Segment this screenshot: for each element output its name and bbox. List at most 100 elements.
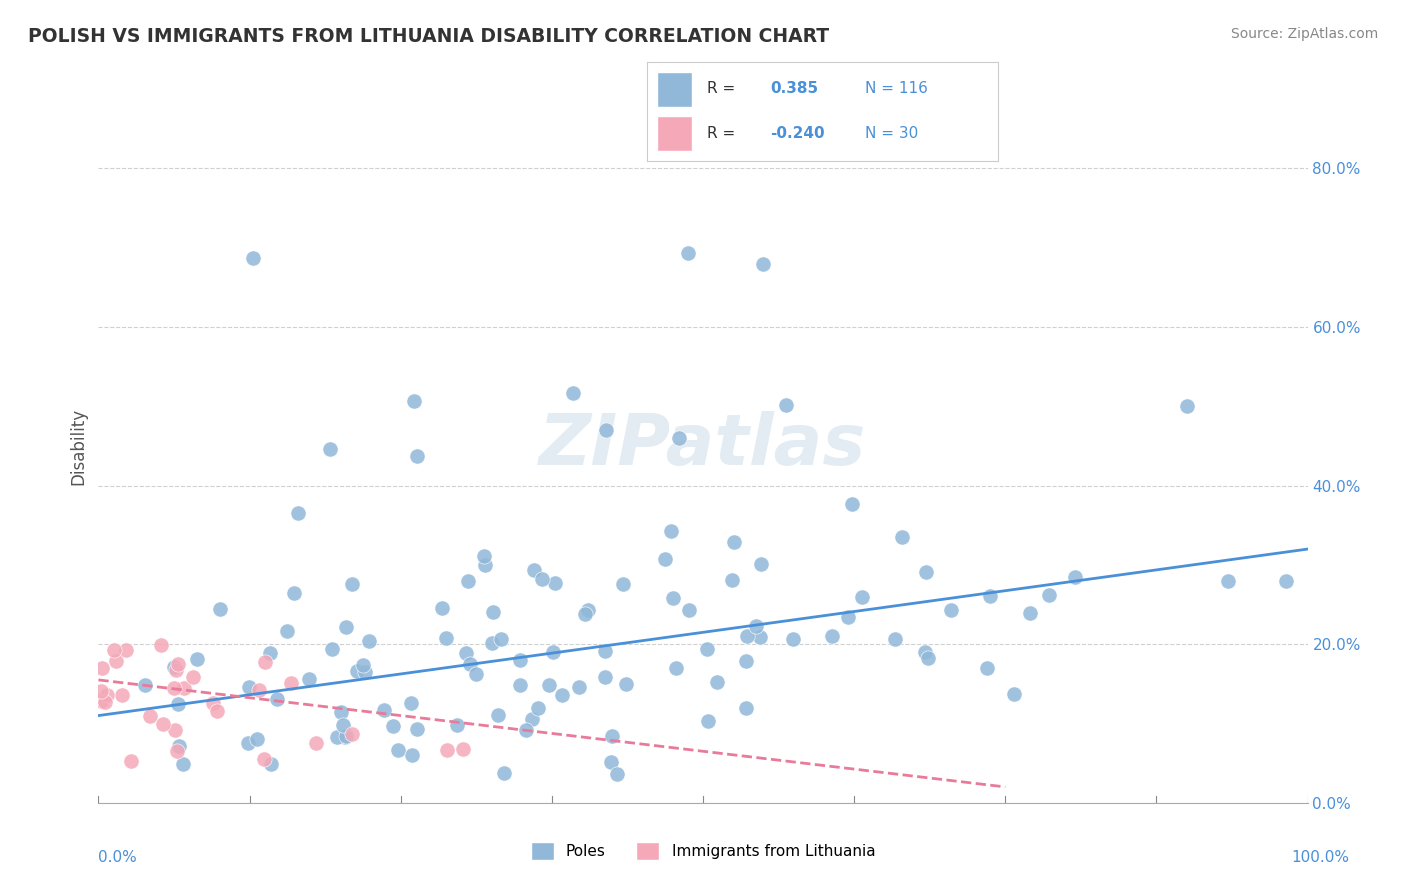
Point [1216,574,1239,588]
Point [489,632,512,646]
Point [884,632,907,646]
Point [735,654,758,668]
Point [276,624,298,639]
Point [538,678,561,692]
Point [1274,574,1296,589]
Point [340,577,363,591]
Legend: Poles, Immigrants from Lithuania: Poles, Immigrants from Lithuania [524,836,882,866]
Point [696,642,718,657]
Point [163,723,186,737]
Text: N = 30: N = 30 [865,126,918,141]
Point [259,646,281,660]
Point [527,701,550,715]
Point [332,718,354,732]
Point [163,659,186,673]
Point [678,603,700,617]
Point [172,757,194,772]
Point [451,742,474,756]
Point [167,697,190,711]
Point [550,688,572,702]
Point [917,651,939,665]
Text: -0.240: -0.240 [770,126,824,141]
Point [90,683,112,698]
Point [523,563,546,577]
Point [165,663,187,677]
Point [246,732,269,747]
Point [486,708,509,723]
Point [492,766,515,780]
Point [520,712,543,726]
Point [891,530,914,544]
Point [593,644,616,658]
Point [111,688,134,702]
Point [574,607,596,622]
Point [152,716,174,731]
Point [662,591,685,605]
Point [305,736,328,750]
Point [593,670,616,684]
Point [430,601,453,615]
Point [402,394,425,409]
Point [436,631,458,645]
Point [381,719,404,733]
Point [162,681,184,695]
Point [405,723,427,737]
Point [401,696,423,710]
Point [120,754,142,768]
Point [696,714,718,728]
Point [606,767,628,781]
FancyBboxPatch shape [657,116,693,151]
Point [357,634,380,648]
Point [515,723,537,737]
Point [668,431,690,445]
Text: N = 116: N = 116 [865,81,928,96]
Point [167,739,190,753]
Point [541,645,564,659]
Point [283,586,305,600]
Y-axis label: Disability: Disability [69,408,87,484]
Point [401,747,423,762]
Point [612,576,634,591]
Point [96,688,118,702]
Point [600,755,623,769]
Point [600,729,623,743]
Point [851,590,873,604]
Point [236,736,259,750]
Point [458,657,481,672]
Text: Source: ZipAtlas.com: Source: ZipAtlas.com [1230,27,1378,41]
Point [352,657,374,672]
Point [287,506,309,520]
Point [335,620,357,634]
Point [914,645,936,659]
Point [720,573,742,587]
Point [665,661,688,675]
Point [723,535,745,549]
Point [914,565,936,579]
Point [253,752,276,766]
Text: 100.0%: 100.0% [1292,850,1350,865]
Point [1175,400,1198,414]
Point [173,681,195,695]
Point [562,385,585,400]
Point [821,629,844,643]
Point [457,574,479,588]
Point [90,694,112,708]
Point [1038,588,1060,602]
Point [745,618,768,632]
Point [183,670,205,684]
Point [659,524,682,538]
Point [259,757,281,772]
Point [139,709,162,723]
Point [841,497,863,511]
Text: ZIPatlas: ZIPatlas [540,411,866,481]
Point [1063,570,1085,584]
Point [735,700,758,714]
Point [678,246,700,260]
Point [436,743,458,757]
Point [749,631,772,645]
Point [976,661,998,675]
Point [481,636,503,650]
Point [568,680,591,694]
Point [321,641,343,656]
Point [576,603,599,617]
